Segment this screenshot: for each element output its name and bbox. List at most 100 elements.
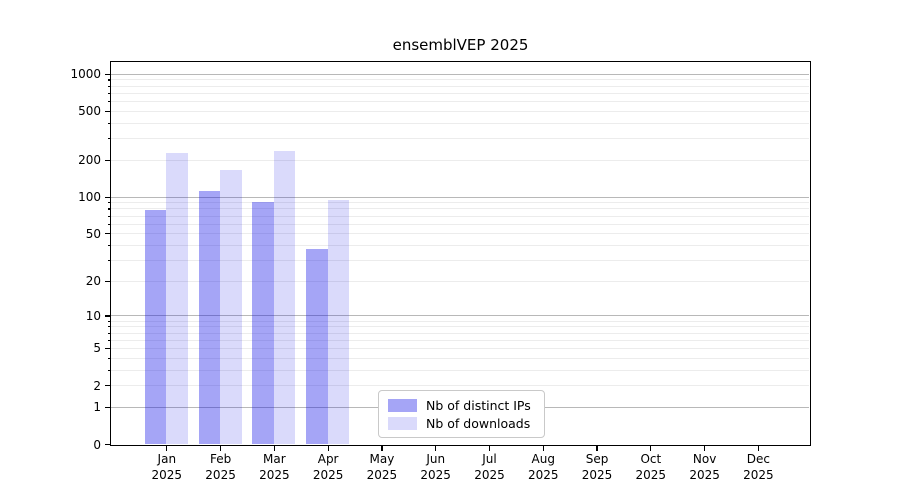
gridline-major <box>111 196 809 198</box>
x-tick-label-nov: Nov 2025 <box>677 451 733 483</box>
x-tick-mark <box>596 446 598 451</box>
y-tick-mark <box>105 280 111 283</box>
gridline-minor <box>111 159 809 161</box>
x-tick-year: 2025 <box>474 468 505 482</box>
y-tick-mark <box>105 444 111 446</box>
x-tick-label-jun: Jun 2025 <box>408 451 464 483</box>
y-tick-label: 1 <box>93 400 101 415</box>
legend-item-distinct-ips: Nb of distinct IPs <box>388 397 536 413</box>
gridline-minor <box>111 85 809 87</box>
gridline-major <box>111 315 809 317</box>
bar-ips-mar <box>252 201 274 444</box>
y-tick-label: 200 <box>78 153 101 168</box>
legend-label-downloads: Nb of downloads <box>426 415 531 431</box>
gridline-minor <box>111 110 809 112</box>
gridline-minor <box>111 357 809 359</box>
x-tick-label-mar: Mar 2025 <box>246 451 302 483</box>
y-tick-mark <box>105 385 111 387</box>
y-tick-label: 50 <box>85 226 101 241</box>
y-minor-tick-mark <box>108 215 111 217</box>
x-tick-year: 2025 <box>312 468 344 482</box>
gridline-minor <box>111 92 809 94</box>
x-tick-mark <box>381 446 383 451</box>
x-tick-year: 2025 <box>581 468 613 482</box>
bar-downloads-apr <box>327 199 350 444</box>
y-minor-tick-mark <box>108 320 111 322</box>
gridline-minor <box>111 79 809 81</box>
y-tick-mark <box>105 196 111 198</box>
x-tick-label-jan: Jan 2025 <box>139 451 195 483</box>
gridline-minor <box>111 385 809 387</box>
y-minor-tick-mark <box>108 223 111 225</box>
bar-downloads-jan <box>166 152 188 444</box>
y-minor-tick-mark <box>108 79 111 81</box>
x-tick-year: 2025 <box>743 468 774 482</box>
y-minor-tick-mark <box>108 122 111 124</box>
plot-area <box>110 61 811 446</box>
x-tick-label-sep: Sep 2025 <box>569 451 625 483</box>
gridline-minor <box>111 326 809 328</box>
y-minor-tick-mark <box>108 101 111 103</box>
y-tick-label: 5 <box>93 341 101 356</box>
gridline-minor <box>111 347 809 349</box>
x-tick-mark <box>704 446 706 451</box>
gridline-minor <box>111 280 809 282</box>
y-tick-mark <box>105 315 111 317</box>
legend-item-downloads: Nb of downloads <box>388 415 536 431</box>
y-tick-label: 10 <box>85 308 101 323</box>
x-tick-label-may: May 2025 <box>354 451 410 483</box>
bar-downloads-feb <box>220 170 242 444</box>
y-minor-tick-mark <box>108 259 111 262</box>
gridline-minor <box>111 259 809 261</box>
gridline-minor <box>111 244 809 246</box>
x-tick-year: 2025 <box>689 468 720 482</box>
gridline-minor <box>111 223 809 225</box>
y-minor-tick-mark <box>108 357 111 359</box>
x-tick-year: 2025 <box>151 468 183 482</box>
x-tick-label-jul: Jul 2025 <box>461 451 517 483</box>
y-tick-label: 20 <box>85 274 101 289</box>
x-tick-label-dec: Dec 2025 <box>730 451 786 483</box>
y-minor-tick-mark <box>108 138 111 140</box>
y-minor-tick-mark <box>108 244 111 247</box>
legend-label-distinct-ips: Nb of distinct IPs <box>426 397 531 413</box>
y-minor-tick-mark <box>108 85 111 87</box>
gridline-minor <box>111 233 809 235</box>
gridline-minor <box>111 202 809 204</box>
x-tick-label-aug: Aug 2025 <box>515 451 571 483</box>
y-tick-label: 2 <box>93 378 101 393</box>
y-minor-tick-mark <box>108 208 111 210</box>
y-minor-tick-mark <box>108 332 111 334</box>
y-tick-mark <box>105 73 111 75</box>
gridline-minor <box>111 369 809 371</box>
legend: Nb of distinct IPs Nb of downloads <box>378 390 545 438</box>
x-tick-mark <box>435 446 437 451</box>
x-tick-year: 2025 <box>527 468 559 482</box>
x-tick-label-oct: Oct 2025 <box>623 451 679 483</box>
gridline-minor <box>111 208 809 210</box>
bar-downloads-mar <box>273 150 296 444</box>
x-tick-label-apr: Apr 2025 <box>300 451 356 483</box>
bar-ips-feb <box>198 191 221 444</box>
y-tick-mark <box>105 159 111 161</box>
gridline-major <box>111 73 809 75</box>
gridline-minor <box>111 138 809 140</box>
gridline-minor <box>111 215 809 217</box>
y-minor-tick-mark <box>108 202 111 204</box>
y-tick-mark <box>105 233 111 235</box>
legend-swatch-distinct-ips <box>388 398 417 412</box>
gridline-minor <box>111 122 809 124</box>
x-tick-year: 2025 <box>366 468 398 482</box>
y-minor-tick-mark <box>108 326 111 328</box>
y-minor-tick-mark <box>108 339 111 341</box>
x-tick-mark <box>166 446 168 451</box>
legend-swatch-downloads <box>388 416 417 430</box>
x-tick-mark <box>327 446 329 451</box>
x-tick-mark <box>542 446 544 451</box>
x-tick-year: 2025 <box>420 468 451 482</box>
x-tick-label-feb: Feb 2025 <box>193 451 249 483</box>
bar-ips-apr <box>306 249 328 444</box>
gridline-minor <box>111 101 809 103</box>
x-tick-year: 2025 <box>259 468 290 482</box>
